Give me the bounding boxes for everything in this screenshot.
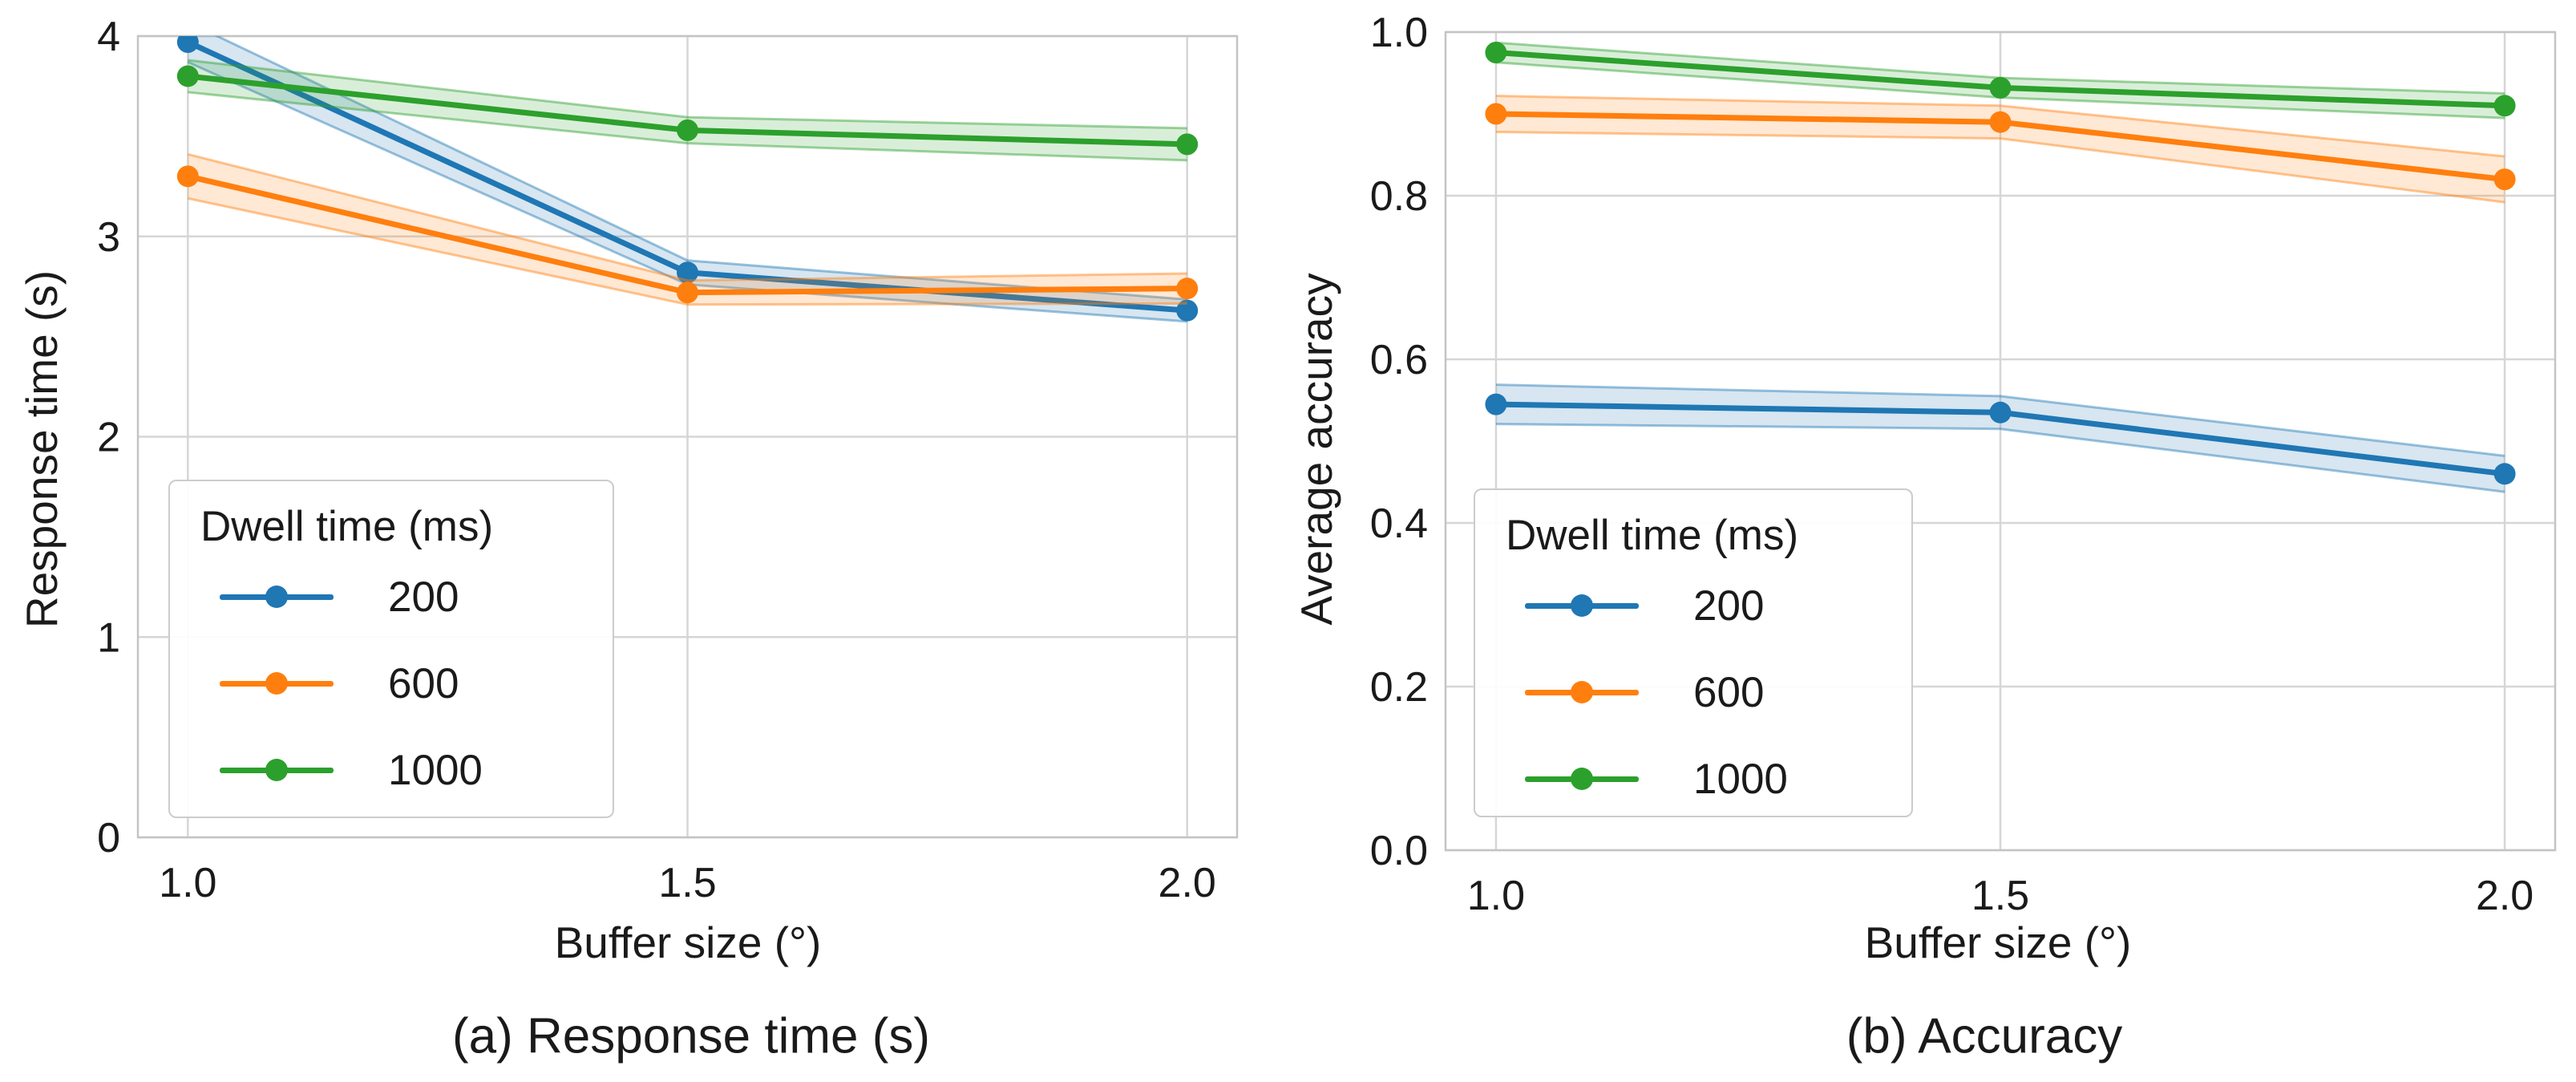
data-point-1000 [2493, 95, 2516, 117]
data-point-200 [2493, 463, 2516, 485]
y-tick-label: 1 [97, 614, 120, 661]
plot-border [136, 34, 1239, 839]
data-point-200 [1176, 299, 1199, 322]
confidence-band-edge [188, 91, 1187, 162]
data-point-600 [1485, 103, 1507, 125]
data-point-600 [1176, 278, 1199, 300]
legend-item-1000: 1000 [1475, 736, 1911, 822]
y-tick-label: 0.2 [1370, 664, 1428, 711]
legend-item-600: 600 [1475, 649, 1911, 736]
legend-item-label: 1000 [388, 746, 483, 794]
y-tick-label: 0.4 [1370, 500, 1428, 547]
data-point-600 [677, 282, 698, 304]
y-tick-label: 0.0 [1370, 828, 1428, 874]
legend-b: Dwell time (ms) 200 600 1000 [1474, 488, 1913, 817]
confidence-band-edge [187, 152, 1187, 282]
x-tick-label: 2.0 [2476, 873, 2534, 919]
plot-border [1444, 30, 2557, 852]
y-tick-label: 3 [97, 214, 120, 261]
data-point-200 [1989, 401, 2012, 423]
legend-title: Dwell time (ms) [1506, 512, 1799, 559]
legend-item-label: 600 [388, 659, 459, 707]
line-dot-marker-icon [1525, 681, 1639, 703]
x-tick-label: 1.0 [159, 860, 216, 906]
data-point-1000 [1176, 133, 1199, 156]
confidence-band [1495, 95, 2505, 203]
response-time-chart: 0 1 2 3 4 1.0 1.5 2.0 [97, 14, 1239, 906]
x-axis-label-buffer-size-b: Buffer size (°) [1864, 918, 2132, 967]
confidence-band-edge [1495, 423, 2505, 493]
data-point-600 [1989, 111, 2012, 133]
data-point-1000 [176, 65, 199, 87]
data-point-200 [176, 36, 199, 53]
data-point-200 [1485, 393, 1507, 415]
data-point-600 [176, 165, 199, 188]
line-dot-marker-icon [1525, 768, 1639, 790]
line-dot-marker-icon [1525, 594, 1639, 617]
y-tick-label: 0.6 [1370, 337, 1428, 383]
data-point-1000 [1989, 76, 2012, 99]
legend-item-200: 200 [1475, 562, 1911, 649]
confidence-band [1495, 384, 2505, 492]
confidence-band-edge [188, 197, 1187, 306]
legend-item-label: 1000 [1693, 755, 1788, 803]
line-dot-marker-icon [220, 672, 334, 695]
legend-a: Dwell time (ms) 200 600 1000 [168, 480, 614, 818]
x-tick-label: 1.0 [1467, 873, 1525, 919]
line-dot-marker-icon [220, 586, 334, 608]
y-tick-label: 1.0 [1370, 10, 1428, 56]
x-axis-label-buffer-size-a: Buffer size (°) [554, 918, 822, 967]
data-point-600 [2493, 168, 2516, 191]
y-tick-label: 4 [97, 14, 120, 60]
legend-item-label: 200 [388, 573, 459, 621]
legend-item-600: 600 [170, 640, 613, 727]
legend-item-200: 200 [170, 553, 613, 640]
x-tick-label: 1.5 [1971, 873, 2029, 919]
line-dot-marker-icon [220, 759, 334, 781]
confidence-band-edge [214, 36, 1187, 301]
data-point-1000 [1485, 42, 1507, 63]
legend-item-label: 600 [1693, 668, 1765, 716]
panel-caption-b: (b) Accuracy [1846, 1008, 2123, 1064]
confidence-band-edge [1495, 95, 2505, 158]
y-tick-label: 2 [97, 415, 120, 461]
x-tick-label: 1.5 [658, 860, 716, 906]
y-tick-label: 0.8 [1370, 173, 1428, 220]
y-tick-label: 0 [97, 815, 120, 861]
y-axis-label-response-time: Response time (s) [17, 269, 67, 629]
data-point-200 [677, 261, 698, 284]
legend-item-label: 200 [1693, 582, 1765, 630]
x-tick-label: 2.0 [1159, 860, 1216, 906]
legend-title: Dwell time (ms) [200, 503, 494, 550]
panel-caption-a: (a) Response time (s) [451, 1008, 931, 1064]
confidence-band-edge [1495, 130, 2505, 204]
confidence-band-edge [1495, 383, 2505, 457]
legend-item-1000: 1000 [170, 727, 613, 813]
data-point-1000 [677, 119, 698, 141]
confidence-band-edge [188, 59, 1187, 130]
y-axis-label-average-accuracy: Average accuracy [1292, 273, 1341, 626]
